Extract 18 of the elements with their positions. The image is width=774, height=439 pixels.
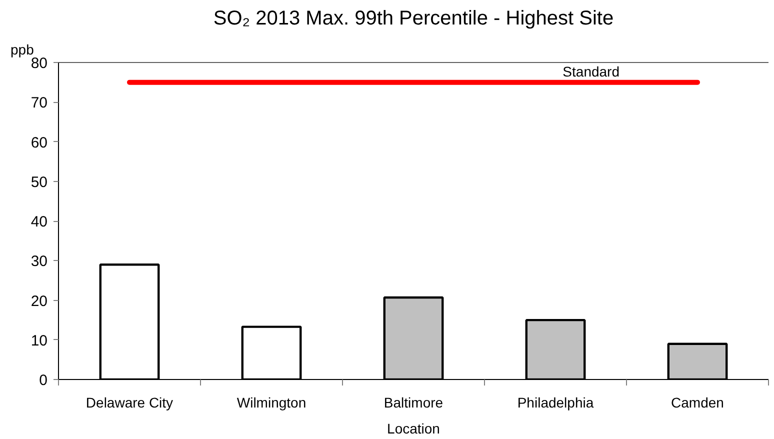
y-tick-label: 20 (30, 292, 48, 310)
y-tick-label: 80 (30, 55, 48, 72)
y-tick-label: 70 (30, 94, 48, 112)
x-tick-label: Delaware City (86, 394, 174, 410)
x-tick-label: Camden (671, 394, 724, 410)
y-tick-label: 0 (39, 372, 48, 389)
y-tick-label: 10 (30, 332, 48, 350)
chart-title: SO₂ 2013 Max. 99th Percentile - Highest Site (213, 8, 614, 30)
y-tick-label: 30 (30, 253, 48, 270)
x-tick-label: Philadelphia (517, 394, 594, 410)
y-tick-label: 60 (30, 134, 48, 152)
x-tick-label: Wilmington (236, 394, 306, 410)
series-label: Standard (562, 63, 620, 80)
y-tick-label: 50 (30, 174, 48, 191)
x-axis-title: Location (387, 420, 440, 436)
y-axis-title: ppb (10, 42, 34, 58)
y-tick-label: 40 (30, 214, 48, 230)
x-tick-label: Baltimore (384, 394, 444, 410)
